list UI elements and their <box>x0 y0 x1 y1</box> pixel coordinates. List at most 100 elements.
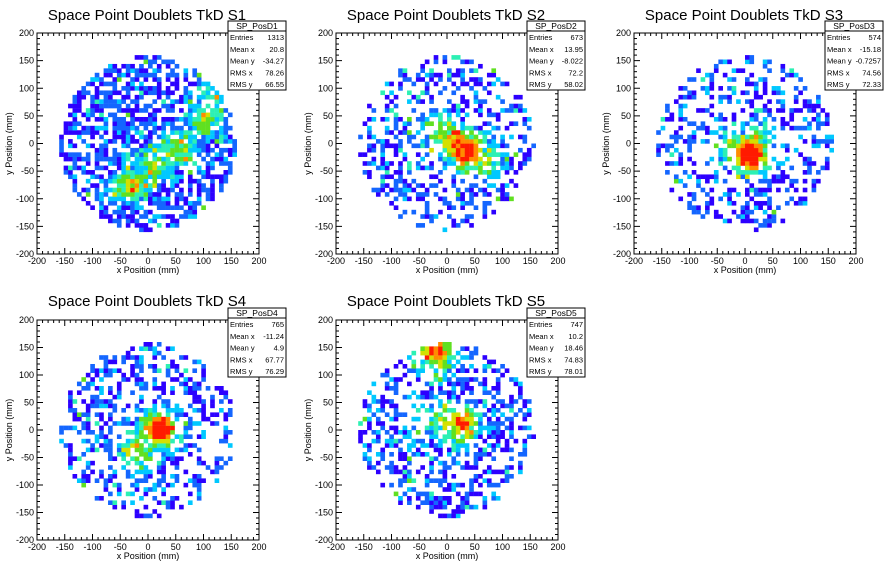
bin <box>665 161 670 166</box>
bin <box>148 227 153 233</box>
bin <box>170 125 175 131</box>
bin <box>749 81 755 87</box>
bin <box>205 161 211 166</box>
bin <box>491 143 497 149</box>
bin <box>85 170 91 175</box>
bin <box>375 139 381 144</box>
bin <box>758 178 763 184</box>
bin <box>687 139 692 144</box>
bin <box>469 139 474 144</box>
bin <box>438 399 443 404</box>
bin <box>68 456 73 461</box>
bin <box>411 143 417 149</box>
bin <box>187 99 193 104</box>
bin <box>99 469 104 475</box>
bin <box>407 478 412 483</box>
bin <box>121 408 126 413</box>
bin <box>148 487 153 492</box>
bin <box>447 408 452 413</box>
bin <box>798 108 803 113</box>
bin <box>500 478 505 483</box>
bin <box>762 156 768 162</box>
bin <box>802 178 808 184</box>
bin <box>780 103 786 109</box>
bin <box>94 394 100 400</box>
bin <box>116 125 122 131</box>
x-axis-label: x Position (mm) <box>117 265 180 275</box>
x-tick-label: -100 <box>83 256 101 266</box>
bin <box>451 90 457 96</box>
bin <box>384 108 390 113</box>
bin <box>108 112 113 118</box>
bin <box>522 438 528 444</box>
bin <box>705 161 710 166</box>
bin <box>740 214 746 219</box>
bin <box>464 346 470 351</box>
bin <box>491 68 497 73</box>
bin <box>656 152 661 157</box>
bin <box>438 170 443 175</box>
bin <box>161 174 166 180</box>
bin <box>455 399 461 404</box>
bin <box>179 504 184 510</box>
bin <box>196 482 202 488</box>
bin <box>90 460 95 466</box>
bin <box>85 200 91 206</box>
bin <box>816 139 821 144</box>
bin <box>121 209 126 215</box>
bin <box>81 139 87 144</box>
bin <box>192 143 198 149</box>
bin <box>90 99 95 104</box>
bin <box>526 116 532 122</box>
bin <box>112 86 118 91</box>
bin <box>411 416 417 422</box>
bin <box>447 381 452 387</box>
bin <box>482 403 488 409</box>
bin <box>170 430 175 435</box>
bin <box>156 412 162 417</box>
bin <box>183 99 189 104</box>
bin <box>63 425 69 431</box>
bin <box>442 421 448 426</box>
bin <box>148 447 153 453</box>
bin <box>398 143 403 149</box>
bin <box>116 218 122 224</box>
bin <box>389 452 394 457</box>
bin <box>139 460 144 466</box>
bin <box>495 430 501 435</box>
bin <box>424 187 430 193</box>
bin <box>125 187 131 193</box>
bin <box>447 487 452 492</box>
bin <box>486 469 492 475</box>
bin <box>125 438 131 444</box>
bin <box>384 81 390 87</box>
bin <box>709 156 715 162</box>
bin <box>500 421 505 426</box>
bin <box>420 183 425 188</box>
bin <box>108 359 113 365</box>
bin <box>678 116 684 122</box>
bin <box>183 72 189 78</box>
bin <box>807 121 812 127</box>
bin <box>709 200 715 206</box>
bin <box>753 130 759 135</box>
bin <box>94 165 100 171</box>
bin <box>187 143 193 149</box>
bin <box>504 108 510 113</box>
bin <box>148 408 153 413</box>
bin <box>161 134 166 140</box>
bin <box>415 372 421 378</box>
y-tick-label: -50 <box>618 166 631 176</box>
bin <box>103 165 109 171</box>
bin <box>210 403 215 409</box>
bin <box>170 223 175 228</box>
bin <box>223 430 229 435</box>
bin <box>820 108 826 113</box>
bin <box>424 139 430 144</box>
bin <box>161 460 166 466</box>
bin <box>816 125 821 131</box>
bin <box>196 474 202 479</box>
bin <box>219 152 224 157</box>
